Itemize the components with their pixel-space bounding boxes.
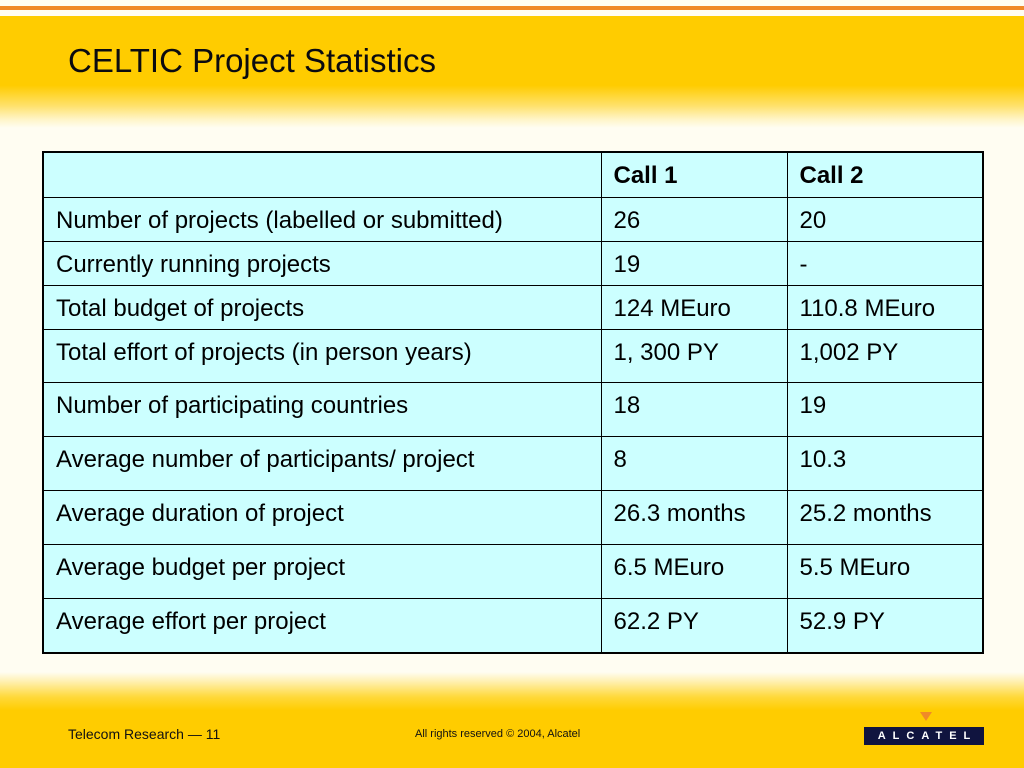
- call-1-value: 26: [600, 196, 788, 242]
- call-2-value: 5.5 MEuro: [786, 543, 984, 599]
- footer-copyright: All rights reserved © 2004, Alcatel: [415, 728, 581, 740]
- table-row: Currently running projects 19 -: [42, 240, 984, 286]
- call-2-value: 110.8 MEuro: [786, 284, 984, 330]
- call-2-value: 25.2 months: [786, 489, 984, 545]
- row-label: Currently running projects: [42, 240, 602, 286]
- header-cell-call-1: Call 1: [600, 151, 788, 198]
- call-2-value: 19: [786, 381, 984, 437]
- footer-page-label: Telecom Research — 11: [68, 726, 221, 742]
- table-row: Total effort of projects (in person year…: [42, 328, 984, 383]
- call-1-value: 18: [600, 381, 788, 437]
- call-1-value: 1, 300 PY: [600, 328, 788, 383]
- call-2-value: -: [786, 240, 984, 286]
- row-label: Number of participating countries: [42, 381, 602, 437]
- call-1-value: 124 MEuro: [600, 284, 788, 330]
- table-row: Average number of participants/ project …: [42, 435, 984, 491]
- call-2-value: 20: [786, 196, 984, 242]
- row-label: Average effort per project: [42, 597, 602, 654]
- logo-triangle-icon: [920, 712, 932, 721]
- row-label: Total budget of projects: [42, 284, 602, 330]
- row-label: Average budget per project: [42, 543, 602, 599]
- call-1-value: 8: [600, 435, 788, 491]
- slide-title: CELTIC Project Statistics: [68, 42, 436, 79]
- call-1-value: 26.3 months: [600, 489, 788, 545]
- alcatel-logo: ALCATEL: [864, 727, 984, 745]
- table-header-row: Call 1 Call 2: [42, 151, 984, 198]
- table-row: Average budget per project 6.5 MEuro 5.5…: [42, 543, 984, 599]
- call-2-value: 10.3: [786, 435, 984, 491]
- table-row: Average effort per project 62.2 PY 52.9 …: [42, 597, 984, 654]
- statistics-table: Call 1 Call 2 Number of projects (labell…: [42, 151, 984, 654]
- top-accent-line: [0, 6, 1024, 10]
- header-cell-label: [42, 151, 602, 198]
- call-1-value: 19: [600, 240, 788, 286]
- header-cell-call-2: Call 2: [786, 151, 984, 198]
- footer-band: [0, 672, 1024, 768]
- row-label: Average number of participants/ project: [42, 435, 602, 491]
- table-row: Number of projects (labelled or submitte…: [42, 196, 984, 242]
- header-band: [0, 16, 1024, 128]
- row-label: Average duration of project: [42, 489, 602, 545]
- call-1-value: 62.2 PY: [600, 597, 788, 654]
- call-1-value: 6.5 MEuro: [600, 543, 788, 599]
- call-2-value: 52.9 PY: [786, 597, 984, 654]
- call-2-value: 1,002 PY: [786, 328, 984, 383]
- table-row: Total budget of projects 124 MEuro 110.8…: [42, 284, 984, 330]
- row-label: Total effort of projects (in person year…: [42, 328, 602, 383]
- table-row: Average duration of project 26.3 months …: [42, 489, 984, 545]
- row-label: Number of projects (labelled or submitte…: [42, 196, 602, 242]
- table-row: Number of participating countries 18 19: [42, 381, 984, 437]
